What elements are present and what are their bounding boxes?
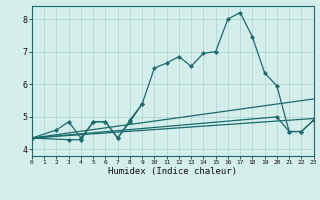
X-axis label: Humidex (Indice chaleur): Humidex (Indice chaleur) (108, 167, 237, 176)
